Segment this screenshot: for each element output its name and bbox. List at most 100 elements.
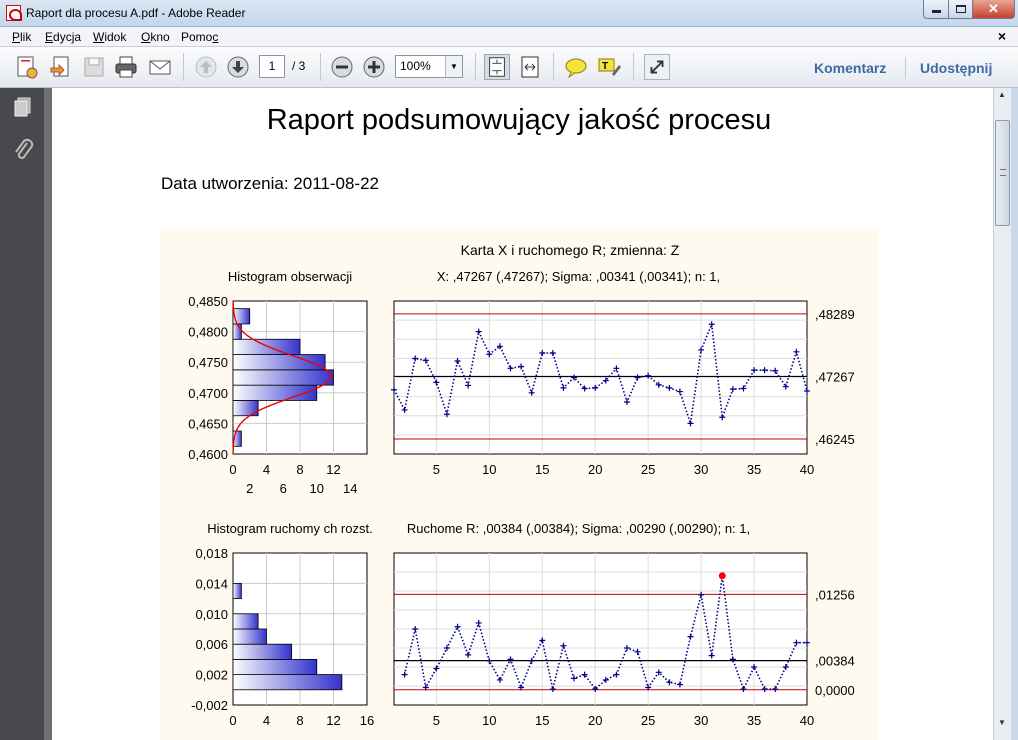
mr-chart-data-point <box>645 684 652 691</box>
x-chart-data-point <box>761 367 768 374</box>
chevron-down-icon[interactable]: ▼ <box>445 56 462 77</box>
scroll-down-icon[interactable]: ▼ <box>998 718 1006 727</box>
x-chart-data-point <box>507 365 514 372</box>
mr-chart-data-point <box>698 591 705 598</box>
mr-hist-bar <box>232 643 293 660</box>
menu-okno[interactable]: Okno <box>141 30 170 44</box>
zoom-in-button[interactable] <box>361 54 387 80</box>
mr-chart-data-point <box>465 651 472 658</box>
create-pdf-button[interactable] <box>14 54 40 80</box>
obs-hist-xtick-label: 14 <box>343 481 357 496</box>
menu-pomoc[interactable]: Pomoc <box>181 30 219 44</box>
comment-link[interactable]: Komentarz <box>814 60 887 76</box>
mr-chart-data-point <box>592 686 599 693</box>
previous-page-button[interactable] <box>193 54 219 80</box>
save-button[interactable] <box>81 54 107 80</box>
pages-icon[interactable] <box>12 96 34 118</box>
x-chart-data-point <box>401 406 408 413</box>
mr-hist-ytick-label: 0,002 <box>195 668 228 683</box>
mr-chart-data-point <box>623 645 630 651</box>
zoom-out-button[interactable] <box>329 54 355 80</box>
mr-chart-limit-label: ,00384 <box>815 654 855 669</box>
window-frame-edge <box>1011 88 1018 740</box>
vertical-scrollbar[interactable]: ▲ ▼ <box>993 88 1011 740</box>
mr-chart-data-point <box>782 664 789 670</box>
highlight-button[interactable]: T <box>596 54 622 80</box>
mr-chart-data-point <box>549 686 556 693</box>
mr-chart-data-point <box>401 671 408 678</box>
mr-hist-bar <box>232 674 343 691</box>
share-link[interactable]: Udostępnij <box>920 60 993 76</box>
creation-date: Data utworzenia: 2011-08-22 <box>161 174 379 193</box>
zoom-select[interactable]: 100% ▼ <box>395 55 463 78</box>
mr-hist-ytick-label: -0,002 <box>191 698 228 713</box>
mr-hist-bar <box>232 658 318 675</box>
fit-width-button[interactable] <box>517 54 543 80</box>
mr-chart-limit-label: ,01256 <box>815 587 855 602</box>
x-chart-data-point <box>729 386 736 393</box>
mr-chart-data-point <box>772 686 779 693</box>
chart-main-title: Karta X i ruchomego R; zmienna: Z <box>461 242 680 258</box>
toolbar: 1 / 3 100% ▼ T Komentarz Udostępnij <box>0 47 1018 88</box>
toolbar-separator <box>320 53 321 81</box>
x-chart-data-point <box>623 398 630 405</box>
obs-hist-bar <box>232 323 242 340</box>
document-title: Raport podsumowujący jakość procesu <box>266 104 772 136</box>
mr-chart-data-point <box>486 657 493 664</box>
fit-page-button[interactable] <box>484 54 510 80</box>
mr-chart-data-point <box>581 671 588 678</box>
comment-button[interactable] <box>563 54 589 80</box>
page-number-input[interactable]: 1 <box>259 55 285 78</box>
toolbar-separator <box>183 53 184 81</box>
mr-chart-data-point <box>422 684 429 691</box>
scroll-thumb[interactable] <box>995 120 1010 226</box>
mr-chart-xtick-label: 5 <box>433 713 440 728</box>
print-button[interactable] <box>113 54 139 80</box>
close-document-icon[interactable]: × <box>997 28 1006 44</box>
x-chart-data-point <box>634 374 641 381</box>
x-chart-data-point <box>496 343 503 350</box>
x-chart-xtick-label: 20 <box>588 462 602 477</box>
maximize-icon <box>955 5 966 13</box>
obs-hist-xtick-label: 4 <box>263 462 270 477</box>
obs-hist-xtick-label: 8 <box>296 462 303 477</box>
obs-hist-ytick-label: 0,4800 <box>188 325 228 340</box>
mr-chart-data-point <box>687 633 694 640</box>
mr-chart-data-point <box>475 619 482 626</box>
open-file-button[interactable] <box>48 54 74 80</box>
next-page-button[interactable] <box>225 54 251 80</box>
menu-plik[interactable]: Plik <box>12 30 32 44</box>
adobe-reader-icon <box>6 5 22 21</box>
x-chart-data-point <box>708 321 715 328</box>
toolbar-separator <box>633 53 634 81</box>
x-chart-data-point <box>560 384 567 391</box>
menu-edycja[interactable]: Edycja <box>45 30 82 44</box>
mr-chart-xtick-label: 15 <box>535 713 549 728</box>
x-chart-data-point <box>782 383 789 390</box>
obs-hist-bar <box>232 308 251 325</box>
mr-chart-data-point <box>571 675 578 682</box>
obs-hist-ytick-label: 0,4850 <box>188 294 228 309</box>
minimize-button[interactable] <box>923 0 949 19</box>
x-chart-xtick-label: 40 <box>800 462 814 477</box>
x-chart-data-point <box>698 346 705 353</box>
x-chart-data-point <box>740 385 747 392</box>
x-chart-xtick-label: 5 <box>433 462 440 477</box>
menu-widok[interactable]: Widok <box>93 30 127 44</box>
mr-hist-ytick-label: 0,014 <box>195 576 228 591</box>
attachment-icon[interactable] <box>12 138 34 162</box>
x-chart-xtick-label: 35 <box>747 462 761 477</box>
mr-chart-data-point <box>412 626 419 632</box>
mr-chart-data-point <box>613 671 620 678</box>
obs-hist-bar <box>232 338 301 355</box>
maximize-button[interactable] <box>948 0 973 19</box>
menu-edycja-label: dycja <box>53 30 82 44</box>
scroll-up-icon[interactable]: ▲ <box>998 90 1006 99</box>
expand-button[interactable] <box>644 54 670 80</box>
obs-hist-bar <box>232 430 242 447</box>
email-button[interactable] <box>147 54 173 80</box>
close-window-button[interactable]: ✕ <box>972 0 1015 19</box>
menu-widok-label: idok <box>104 30 127 44</box>
mr-chart-data-point <box>443 645 450 651</box>
